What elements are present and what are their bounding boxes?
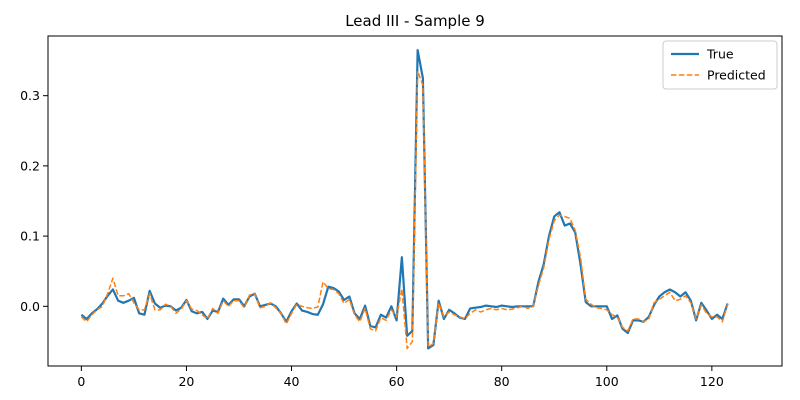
legend-label-predicted: Predicted [707,68,766,83]
x-tick-label: 40 [284,374,300,389]
series-line-true [80,48,729,350]
x-tick-label: 0 [77,374,85,389]
y-tick-label: 0.2 [20,158,40,173]
series-line-predicted [80,70,729,350]
legend-label-true: True [706,47,734,62]
y-axis: 0.0 0.1 0.2 0.3 [20,88,48,314]
x-tick-label: 60 [389,374,405,389]
x-tick-label: 120 [700,374,724,389]
chart-title: Lead III - Sample 9 [345,12,485,30]
y-tick-label: 0.3 [20,88,40,103]
y-tick-label: 0.1 [20,229,40,244]
x-tick-label: 80 [494,374,510,389]
plot-frame [47,35,783,367]
x-tick-label: 20 [178,374,194,389]
x-tick-label: 100 [595,374,619,389]
y-tick-label: 0.0 [20,299,40,314]
series-layer [80,48,729,350]
x-axis: 0 20 40 60 80 100 120 [77,366,724,389]
legend: True Predicted [662,40,778,90]
